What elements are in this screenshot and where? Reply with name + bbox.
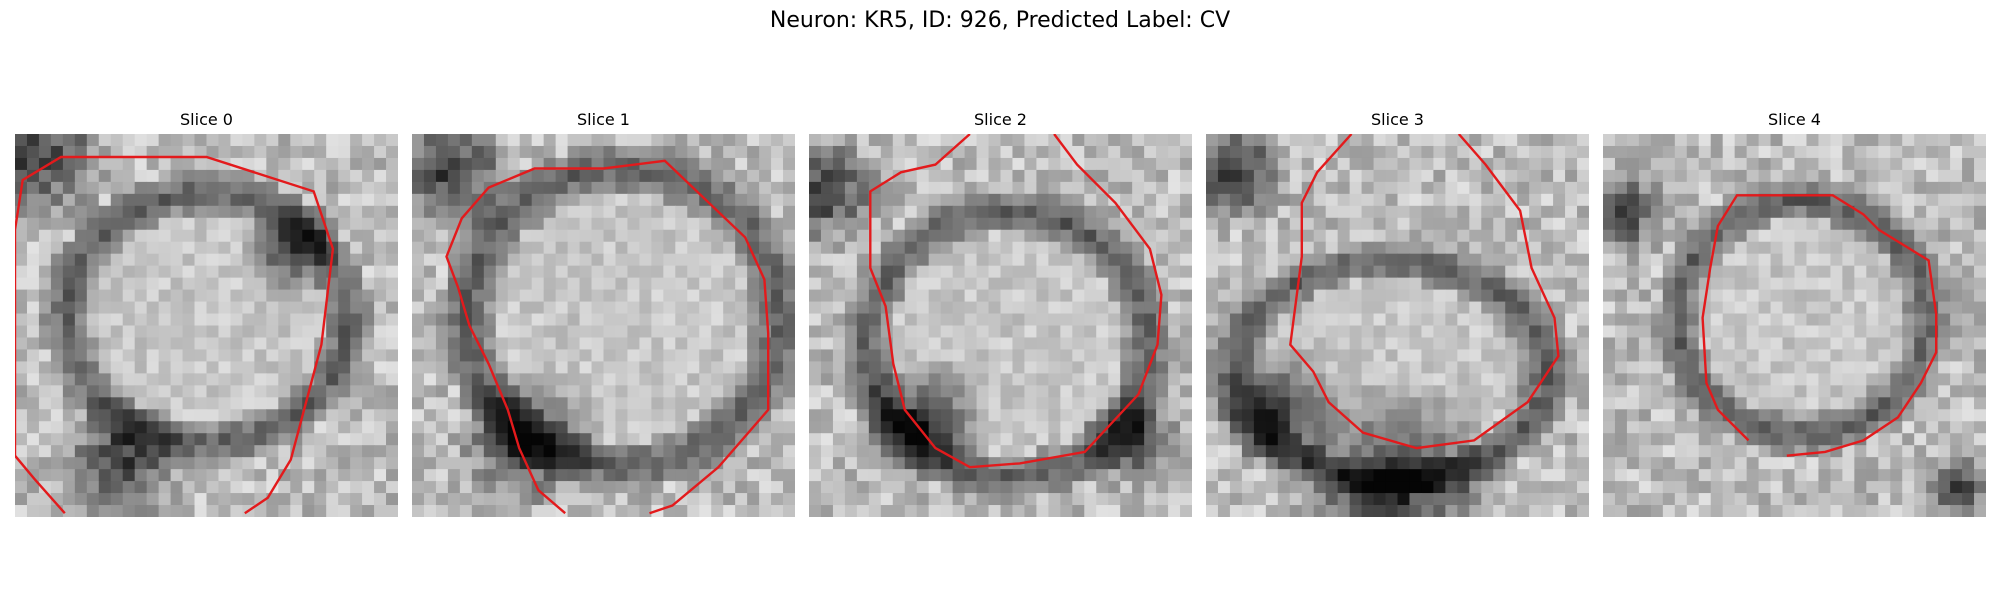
slice-image-svg bbox=[1206, 134, 1589, 517]
segmentation-contour bbox=[1289, 134, 1560, 450]
segmentation-contour bbox=[1701, 194, 1938, 457]
slice-title: Slice 3 bbox=[1371, 110, 1424, 129]
segmentation-contour bbox=[445, 159, 770, 515]
figure-title: Neuron: KR5, ID: 926, Predicted Label: C… bbox=[769, 8, 1231, 33]
slice-image bbox=[412, 134, 795, 517]
slice-title: Slice 2 bbox=[974, 110, 1027, 129]
slice-image-svg bbox=[1603, 134, 1986, 517]
slice-image bbox=[1206, 134, 1589, 517]
slice-image-svg bbox=[809, 134, 1192, 517]
segmentation-contour bbox=[15, 155, 335, 515]
slice-title: Slice 1 bbox=[577, 110, 630, 129]
segmentation-contour bbox=[869, 134, 1163, 469]
slice-image bbox=[809, 134, 1192, 517]
slice-image-svg bbox=[412, 134, 795, 517]
slice-image bbox=[15, 134, 398, 517]
slice-image bbox=[1603, 134, 1986, 517]
slice-title: Slice 0 bbox=[180, 110, 233, 129]
slice-image-svg bbox=[15, 134, 398, 517]
slice-title: Slice 4 bbox=[1768, 110, 1821, 129]
